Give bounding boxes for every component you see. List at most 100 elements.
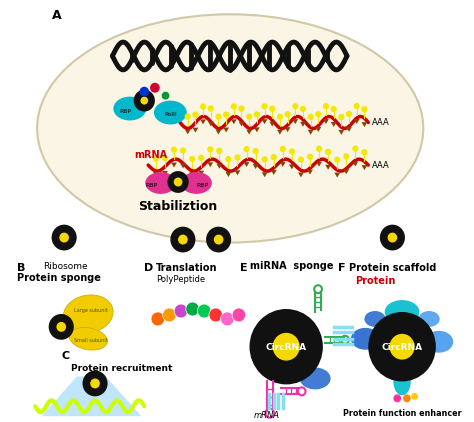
Text: RBP: RBP bbox=[196, 183, 208, 188]
Circle shape bbox=[90, 379, 100, 388]
Circle shape bbox=[215, 114, 221, 120]
Polygon shape bbox=[192, 127, 198, 133]
Text: AAA: AAA bbox=[372, 118, 390, 127]
Polygon shape bbox=[362, 122, 367, 127]
Polygon shape bbox=[238, 122, 245, 127]
Circle shape bbox=[244, 146, 250, 152]
Circle shape bbox=[174, 304, 188, 318]
Polygon shape bbox=[185, 130, 191, 134]
Circle shape bbox=[208, 105, 214, 111]
Text: CircRNA: CircRNA bbox=[265, 343, 307, 352]
Text: E: E bbox=[240, 263, 247, 273]
Circle shape bbox=[198, 154, 204, 161]
Text: Protein recruitment: Protein recruitment bbox=[71, 363, 172, 373]
Polygon shape bbox=[216, 130, 221, 135]
Ellipse shape bbox=[424, 331, 453, 353]
Circle shape bbox=[246, 114, 252, 120]
Circle shape bbox=[238, 106, 245, 112]
Polygon shape bbox=[289, 165, 295, 169]
Circle shape bbox=[354, 103, 360, 109]
Circle shape bbox=[411, 393, 418, 400]
Circle shape bbox=[262, 156, 268, 162]
Circle shape bbox=[330, 106, 337, 112]
Polygon shape bbox=[244, 162, 249, 167]
Circle shape bbox=[234, 154, 241, 161]
Polygon shape bbox=[308, 130, 313, 135]
Polygon shape bbox=[235, 170, 240, 175]
Ellipse shape bbox=[300, 368, 331, 390]
Text: D: D bbox=[144, 263, 154, 273]
Circle shape bbox=[56, 322, 66, 332]
Circle shape bbox=[197, 304, 211, 318]
Circle shape bbox=[307, 154, 313, 160]
Ellipse shape bbox=[145, 172, 176, 194]
Polygon shape bbox=[277, 130, 283, 135]
Circle shape bbox=[52, 225, 77, 251]
Polygon shape bbox=[300, 122, 306, 127]
Polygon shape bbox=[226, 172, 231, 177]
Circle shape bbox=[171, 146, 177, 153]
Ellipse shape bbox=[419, 311, 440, 327]
Text: mRNA: mRNA bbox=[254, 411, 280, 420]
Polygon shape bbox=[338, 130, 344, 135]
Circle shape bbox=[368, 312, 436, 381]
Polygon shape bbox=[189, 172, 195, 177]
Circle shape bbox=[139, 87, 149, 97]
Circle shape bbox=[140, 97, 148, 105]
Circle shape bbox=[225, 156, 231, 162]
Text: Protein scaffold: Protein scaffold bbox=[349, 263, 437, 273]
Circle shape bbox=[338, 114, 345, 120]
Polygon shape bbox=[246, 130, 252, 135]
Polygon shape bbox=[315, 127, 321, 132]
Circle shape bbox=[207, 146, 213, 152]
Circle shape bbox=[162, 92, 169, 100]
Circle shape bbox=[277, 114, 283, 120]
Ellipse shape bbox=[181, 172, 212, 194]
Polygon shape bbox=[343, 169, 349, 174]
Text: Protein: Protein bbox=[355, 276, 395, 286]
Circle shape bbox=[323, 103, 329, 109]
Circle shape bbox=[269, 106, 275, 112]
Polygon shape bbox=[162, 171, 168, 176]
Polygon shape bbox=[217, 164, 222, 169]
Circle shape bbox=[134, 90, 155, 111]
Circle shape bbox=[180, 147, 186, 154]
Polygon shape bbox=[231, 119, 237, 124]
Circle shape bbox=[325, 149, 331, 155]
Polygon shape bbox=[346, 127, 352, 132]
Text: Ribosome: Ribosome bbox=[43, 262, 88, 271]
Circle shape bbox=[300, 106, 306, 112]
Polygon shape bbox=[223, 127, 229, 133]
Text: Stabiliztion: Stabiliztion bbox=[138, 200, 218, 213]
Polygon shape bbox=[200, 119, 206, 124]
Polygon shape bbox=[153, 172, 159, 176]
Circle shape bbox=[249, 309, 323, 384]
Text: PolII: PolII bbox=[164, 111, 177, 116]
Circle shape bbox=[380, 225, 405, 251]
Polygon shape bbox=[331, 122, 337, 127]
Text: AAA: AAA bbox=[372, 161, 390, 170]
Text: Protein sponge: Protein sponge bbox=[17, 273, 100, 283]
Circle shape bbox=[214, 235, 223, 244]
Circle shape bbox=[206, 227, 231, 252]
Polygon shape bbox=[262, 172, 267, 177]
Circle shape bbox=[308, 114, 314, 120]
Circle shape bbox=[262, 103, 268, 109]
Ellipse shape bbox=[393, 368, 411, 395]
Circle shape bbox=[292, 103, 298, 109]
Circle shape bbox=[271, 154, 277, 160]
Polygon shape bbox=[353, 162, 358, 167]
Circle shape bbox=[334, 157, 340, 163]
Text: Protein function enhancer: Protein function enhancer bbox=[343, 409, 461, 418]
Polygon shape bbox=[292, 119, 298, 124]
Circle shape bbox=[316, 146, 322, 152]
Polygon shape bbox=[285, 127, 291, 132]
Text: mRNA: mRNA bbox=[135, 150, 168, 160]
Polygon shape bbox=[362, 165, 367, 170]
Circle shape bbox=[153, 155, 159, 162]
Circle shape bbox=[216, 148, 222, 154]
Circle shape bbox=[403, 394, 411, 402]
Text: A: A bbox=[52, 9, 61, 22]
Ellipse shape bbox=[154, 100, 187, 124]
Circle shape bbox=[209, 308, 222, 322]
